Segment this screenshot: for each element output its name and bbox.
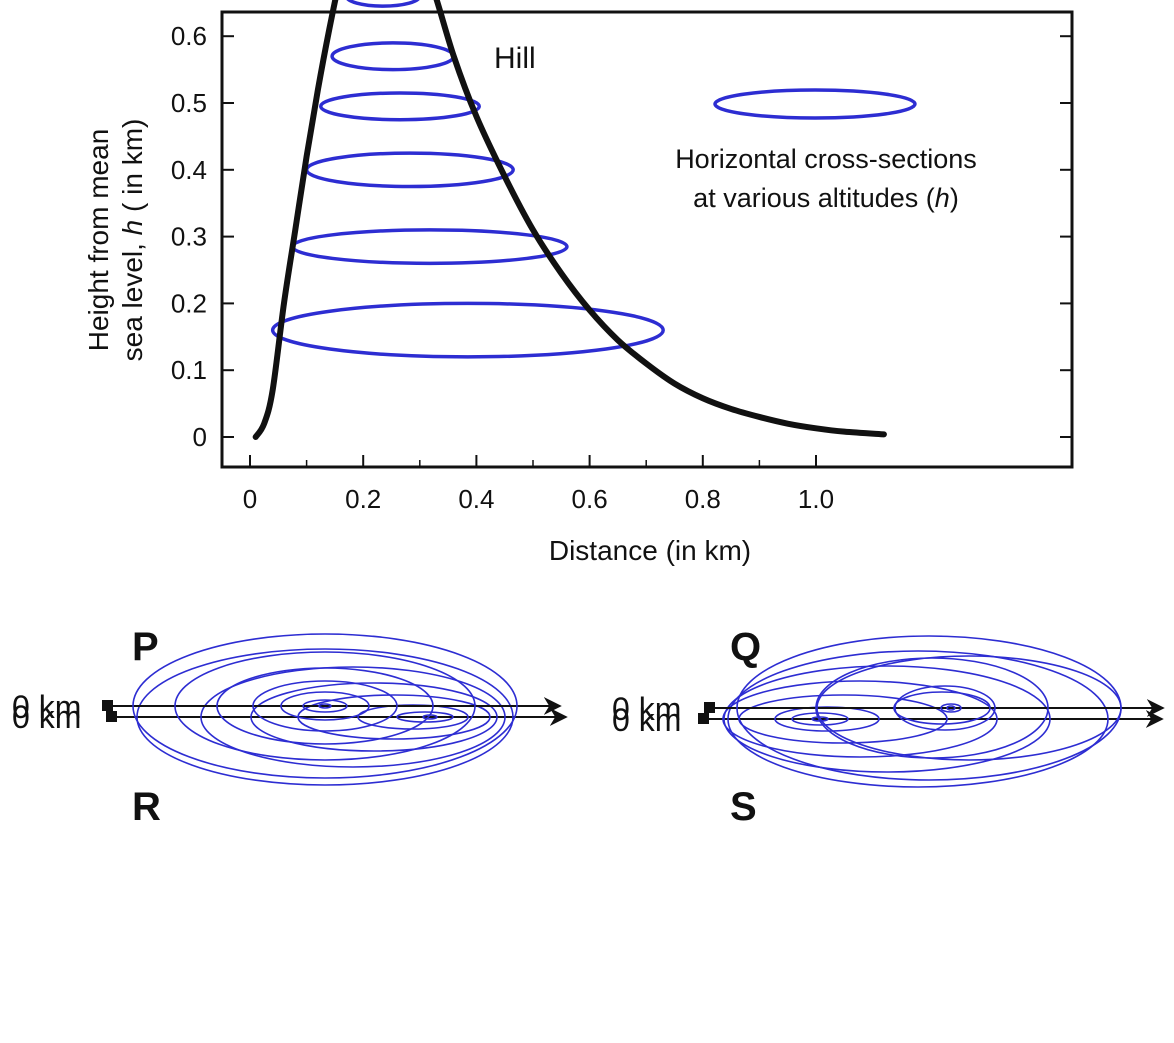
origin-marker-r — [102, 700, 113, 711]
plot-frame — [220, 10, 1074, 469]
x-tick-label: 1.0 — [798, 484, 834, 514]
contour-line — [894, 685, 996, 731]
contour-line — [791, 712, 849, 726]
contour-line — [722, 680, 998, 758]
contour-line — [816, 655, 1122, 761]
contour-line — [200, 666, 506, 768]
y-axis-title-line-1: Height from mean — [83, 129, 114, 352]
x-axis-ticks: 0 0.2 0.4 0.6 0.8 1.0 — [243, 455, 834, 514]
cross-section-ellipse — [304, 151, 515, 189]
y-tick-label: 0.3 — [171, 222, 207, 252]
contour-line — [723, 665, 1051, 773]
legend-line-1: Horizontal cross-sections — [675, 144, 977, 174]
hill-profile-line — [252, 0, 887, 440]
hill-profile-chart: 00.20.40.60.81.0 00.10.20.30.40.50.60.70… — [83, 0, 1074, 566]
x-tick-label: 0.8 — [685, 484, 721, 514]
contours-s — [736, 635, 1122, 781]
contour-line — [396, 711, 454, 723]
origin-label-r: 0 km — [12, 689, 81, 725]
cross-section-ellipse — [319, 91, 481, 122]
contour-line — [940, 703, 962, 713]
y-tick-label: 0.1 — [171, 355, 207, 385]
origin-marker-q — [698, 713, 709, 724]
x-tick-label: 0 — [243, 484, 257, 514]
origin-label-q: 0 km — [612, 702, 681, 738]
contour-line — [815, 657, 1049, 759]
contour-line — [174, 651, 476, 761]
y-tick-label: 0 — [193, 422, 207, 452]
cross-section-ellipse — [270, 301, 665, 359]
contour-line — [252, 680, 398, 732]
y-tick-label: 0.6 — [171, 21, 207, 51]
contour-line — [318, 703, 332, 709]
contours-r — [132, 633, 518, 779]
panel-r: R 0 km — [12, 633, 562, 829]
contour-line — [946, 705, 956, 711]
origin-label-p: 0 km — [12, 699, 81, 735]
contour-line — [250, 682, 498, 752]
cross-section-ellipse — [330, 41, 456, 72]
cross-section-ellipses — [270, 0, 665, 359]
y-axis-title-line-2: sea level, h ( in km) — [117, 119, 148, 362]
panel-letter-r: R — [132, 785, 161, 829]
y-tick-label: 0.5 — [171, 88, 207, 118]
origin-marker-p — [106, 711, 117, 722]
contour-line — [216, 667, 434, 745]
origin-label-s: 0 km — [612, 691, 681, 727]
panel-letter-s: S — [730, 785, 757, 829]
panel-letter-q: Q — [730, 625, 761, 669]
contour-line — [132, 633, 518, 779]
contour-line — [727, 650, 1109, 788]
x-tick-label: 0.2 — [345, 484, 381, 514]
panel-letter-p: P — [132, 625, 159, 669]
origin-marker-s — [704, 702, 715, 713]
cross-section-ellipse — [346, 0, 420, 8]
legend-ellipse-sample — [713, 88, 917, 120]
contour-line — [893, 691, 991, 725]
hill-label: Hill — [494, 42, 536, 75]
contour-line — [302, 699, 348, 713]
panel-s: S 0 km — [612, 635, 1165, 829]
panel-q: Q 0 km — [612, 625, 1164, 788]
x-tick-label: 0.4 — [458, 484, 494, 514]
contour-line — [280, 691, 370, 721]
cross-section-ellipse — [290, 228, 569, 266]
contour-line — [136, 648, 514, 786]
y-tick-label: 0.4 — [171, 155, 207, 185]
y-tick-label: 0.2 — [171, 288, 207, 318]
legend-line-2: at various altitudes (h) — [693, 183, 959, 213]
x-axis-title: Distance (in km) — [549, 535, 751, 566]
y-axis-ticks: 00.10.20.30.40.50.60.70.8 — [171, 21, 1072, 452]
x-tick-label: 0.6 — [572, 484, 608, 514]
